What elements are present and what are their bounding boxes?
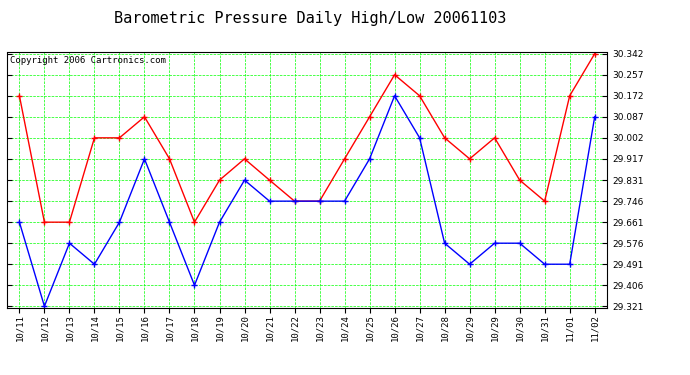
Text: Copyright 2006 Cartronics.com: Copyright 2006 Cartronics.com — [10, 56, 166, 65]
Text: Barometric Pressure Daily High/Low 20061103: Barometric Pressure Daily High/Low 20061… — [115, 11, 506, 26]
